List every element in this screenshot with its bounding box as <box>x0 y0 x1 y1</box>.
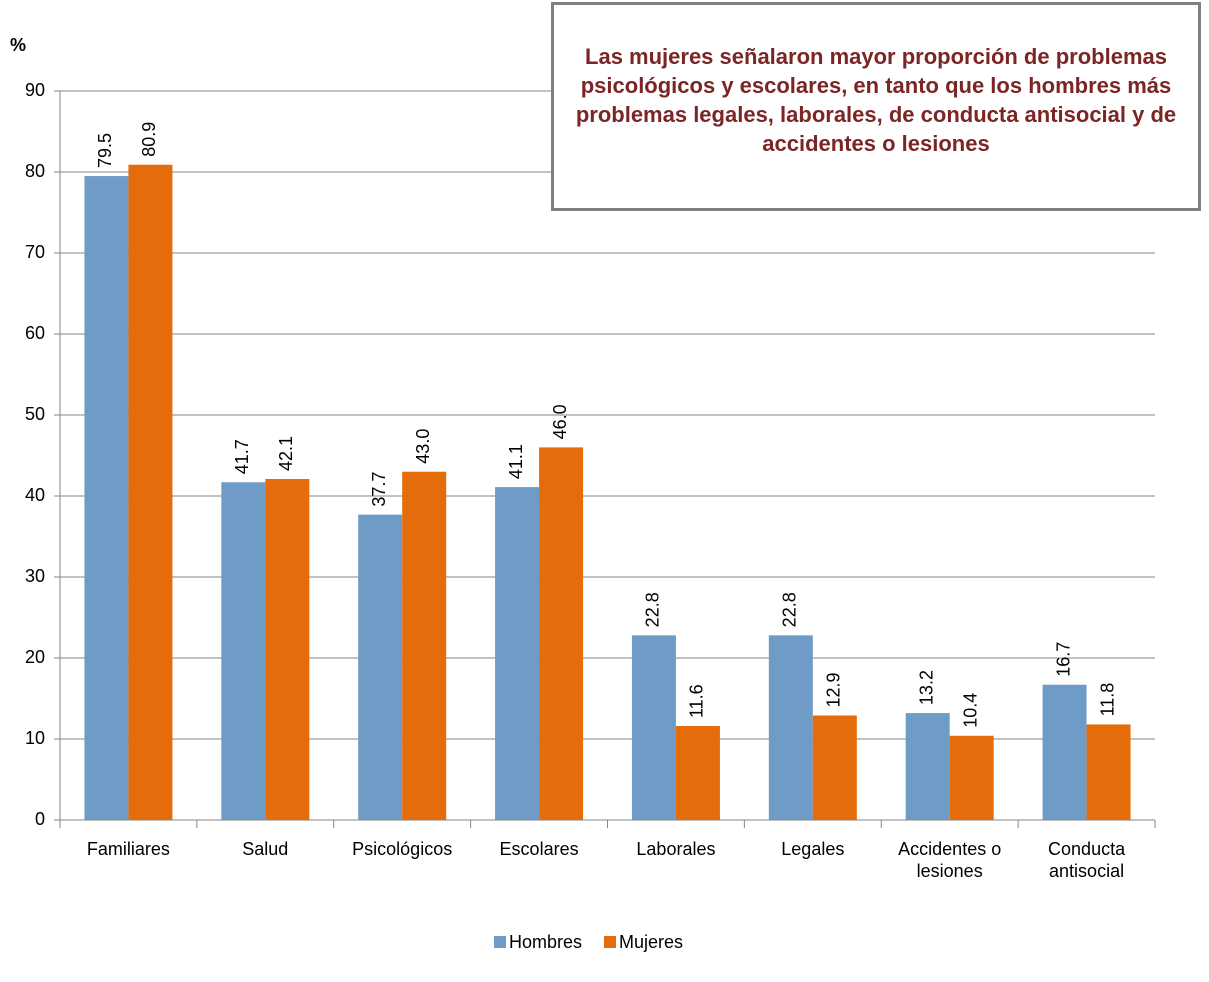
data-label: 10.4 <box>960 693 980 728</box>
bar <box>812 715 857 820</box>
data-label: 41.7 <box>232 439 252 474</box>
data-label: 80.9 <box>139 122 159 157</box>
data-label: 13.2 <box>916 670 936 705</box>
bar <box>675 726 720 820</box>
x-tick-label: Familiares <box>86 839 170 859</box>
data-label: 79.5 <box>95 133 115 168</box>
y-axis-label: % <box>10 35 26 55</box>
data-label: 12.9 <box>824 672 844 707</box>
bar <box>905 713 950 820</box>
y-tick-label: 10 <box>25 728 45 748</box>
data-label: 22.8 <box>780 592 800 627</box>
data-label: 42.1 <box>276 436 296 471</box>
legend-label: Hombres <box>509 932 582 952</box>
bar <box>402 471 447 820</box>
bar <box>84 176 129 821</box>
bar <box>631 635 676 820</box>
bar <box>949 735 994 820</box>
x-tick-label: Salud <box>242 839 289 859</box>
data-label: 41.1 <box>506 444 526 479</box>
bar <box>1042 684 1087 820</box>
y-tick-label: 60 <box>25 323 45 343</box>
bar <box>1086 724 1131 820</box>
data-label: 11.6 <box>687 684 707 718</box>
bar <box>539 447 584 820</box>
y-tick-label: 30 <box>25 566 45 586</box>
bar <box>768 635 813 820</box>
y-tick-label: 70 <box>25 242 45 262</box>
data-label: 22.8 <box>643 592 663 627</box>
bar <box>221 482 266 820</box>
x-tick-label: Conducta antisocial <box>1048 839 1126 881</box>
bar <box>265 478 310 820</box>
data-label: 16.7 <box>1053 642 1073 677</box>
y-tick-label: 40 <box>25 485 45 505</box>
x-tick-label: Legales <box>781 839 845 859</box>
data-label: 37.7 <box>369 472 389 507</box>
bar <box>495 487 540 820</box>
bar <box>358 514 403 820</box>
x-tick-label: Psicológicos <box>352 839 453 859</box>
y-tick-label: 0 <box>35 809 45 829</box>
legend-label: Mujeres <box>619 932 683 952</box>
data-label: 11.8 <box>1097 683 1117 717</box>
annotation: Las mujeres señalaron mayor proporción d… <box>551 2 1201 211</box>
legend-swatch <box>494 936 506 948</box>
y-tick-label: 20 <box>25 647 45 667</box>
data-label: 43.0 <box>413 429 433 464</box>
legend-swatch <box>604 936 617 948</box>
data-label: 46.0 <box>550 404 570 439</box>
y-tick-label: 50 <box>25 404 45 424</box>
x-tick-label: Laborales <box>636 839 716 859</box>
y-tick-label: 90 <box>25 80 45 100</box>
y-tick-label: 80 <box>25 161 45 181</box>
bar <box>128 164 173 820</box>
x-tick-label: Accidentes o lesiones <box>898 839 1002 881</box>
x-tick-label: Escolares <box>499 839 579 859</box>
